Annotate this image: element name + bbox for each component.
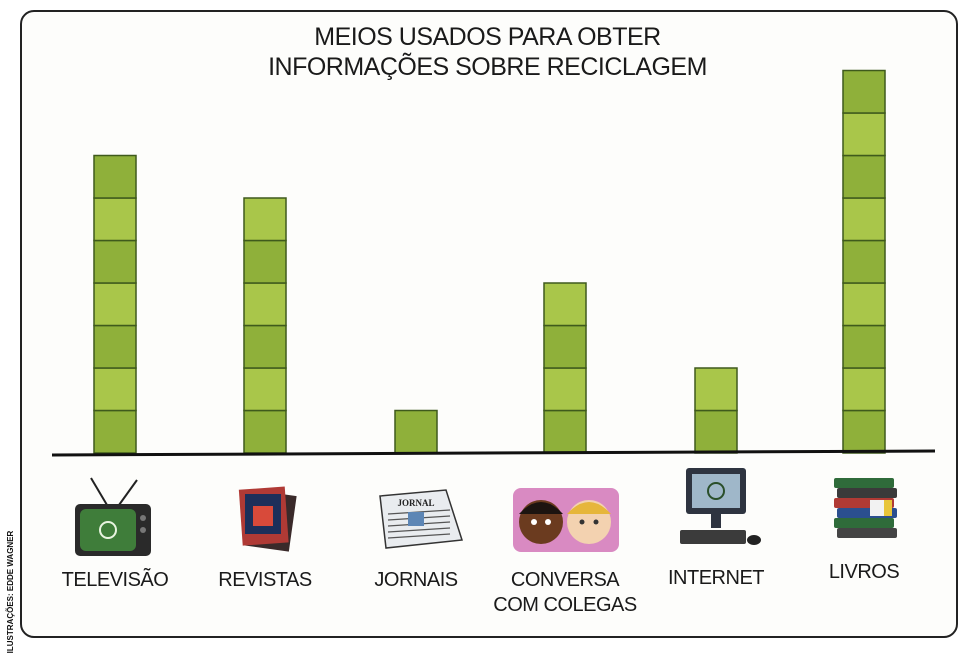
bar-square [842, 239, 886, 284]
chart-title-line-1: MEIOS USADOS PARA OBTER [314, 23, 661, 51]
bar-square [93, 197, 137, 242]
bar-square [93, 324, 137, 369]
bar-square [93, 367, 137, 412]
category-label: REVISTAS [218, 569, 312, 591]
bar-square [93, 154, 137, 199]
bar-square [842, 154, 886, 199]
bar-square [842, 282, 886, 327]
category-icons: JORNAL [75, 468, 897, 556]
bar-square [842, 197, 886, 242]
talking-colleagues-icon [513, 488, 619, 552]
bar-square [842, 112, 886, 157]
bar-square [842, 409, 886, 454]
category-label: CONVERSA COM COLEGAS [493, 569, 637, 616]
category-label: JORNAIS [374, 569, 458, 591]
bar-square [243, 239, 287, 284]
bar-square [543, 409, 587, 454]
bar-square [694, 367, 738, 412]
chart-frame [20, 10, 958, 638]
computer-icon [680, 468, 761, 545]
bar-square [543, 282, 587, 327]
chart-title-line-2: INFORMAÇÕES SOBRE RECICLAGEM [268, 53, 707, 81]
bar-square [243, 409, 287, 454]
bar-square [243, 324, 287, 369]
newspaper-masthead: JORNAL [397, 498, 434, 508]
bar-square [93, 409, 137, 454]
bar-square [543, 324, 587, 369]
category-label: LIVROS [828, 561, 900, 583]
bar-jornais [394, 409, 438, 454]
bar-square [243, 197, 287, 242]
books-icon [834, 478, 897, 538]
bar-revistas [243, 197, 287, 454]
bar-square [394, 409, 438, 454]
bar-televisão [93, 154, 137, 454]
bars-group [93, 69, 886, 454]
bar-square [93, 282, 137, 327]
bar-square [243, 282, 287, 327]
television-icon [75, 477, 151, 556]
newspaper-icon: JORNAL [379, 489, 463, 549]
chart-title: MEIOS USADOS PARA OBTER INFORMAÇÕES SOBR… [0, 22, 975, 82]
bar-square [842, 324, 886, 369]
x-axis-line [51, 449, 936, 457]
bar-livros [842, 69, 886, 454]
bar-square [93, 239, 137, 284]
bar-square [243, 367, 287, 412]
bar-square [842, 69, 886, 114]
bar-square [694, 409, 738, 454]
bar-internet [694, 367, 738, 454]
bar-square [842, 367, 886, 412]
magazines-icon [238, 486, 297, 552]
bar-conversa-com-colegas [543, 282, 587, 454]
category-label: TELEVISÃO [61, 569, 169, 591]
bar-square [543, 367, 587, 412]
category-label: INTERNET [668, 567, 765, 589]
